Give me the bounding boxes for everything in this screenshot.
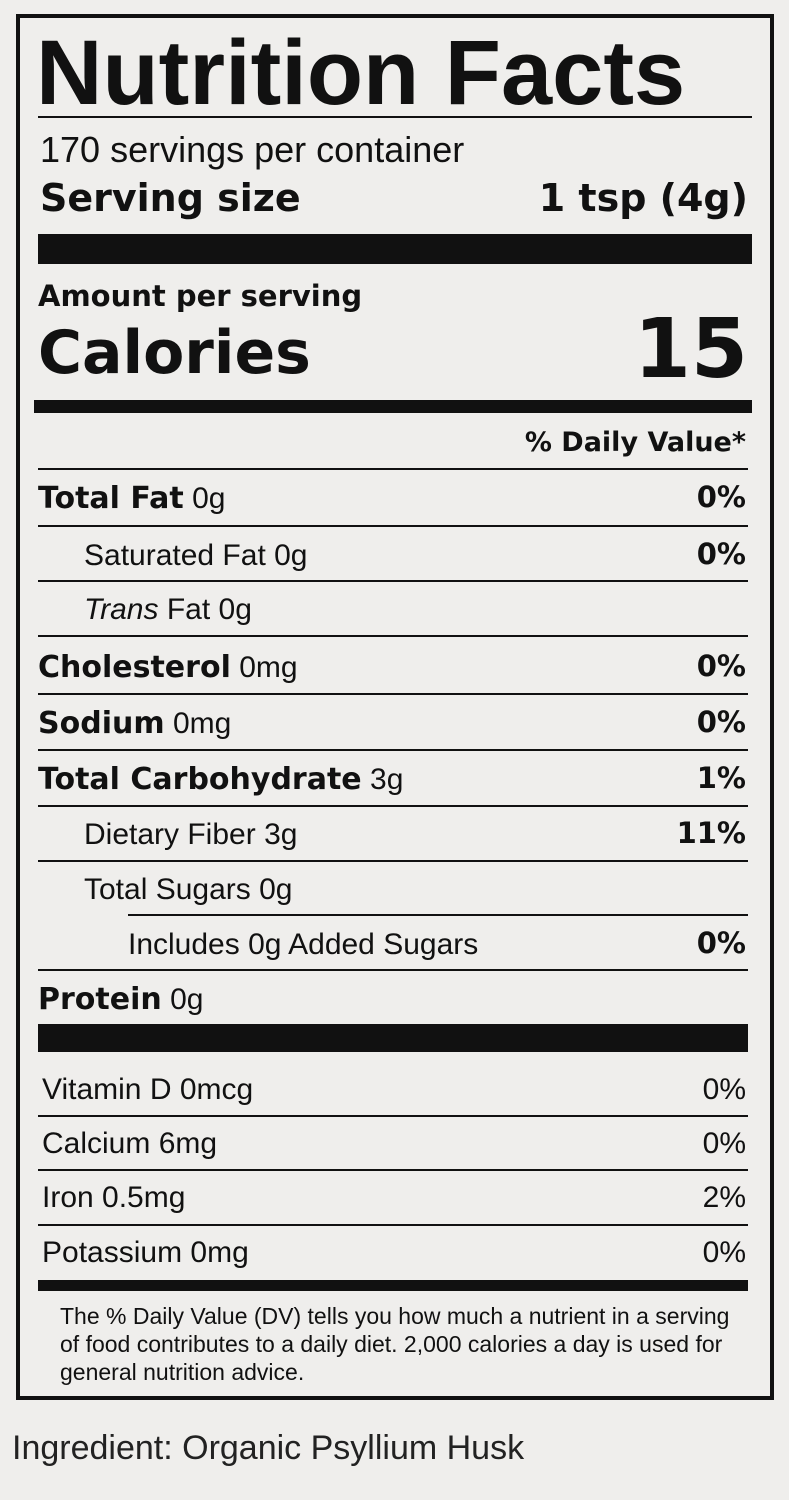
nutrient-row: Sodium 0mg 0% — [38, 705, 746, 741]
calories-label: Calories — [38, 318, 311, 388]
divider — [38, 116, 752, 118]
vitamin-row: Calcium 6mg 0% — [42, 1126, 746, 1160]
nutrient-row: Saturated Fat 0g 0% — [84, 537, 746, 572]
nutrient-row: Protein 0g — [38, 981, 204, 1017]
ingredient-text: Ingredient: Organic Psyllium Husk — [12, 1429, 525, 1467]
amount-per-serving: Amount per serving — [38, 279, 363, 313]
medium-bar — [34, 400, 752, 413]
nutrient-row: Total Carbohydrate 3g 1% — [38, 761, 746, 797]
nutrient-row: Trans Fat 0g — [84, 592, 252, 626]
serving-size-label: Serving size — [40, 176, 301, 220]
thick-bar — [38, 234, 752, 264]
nutrient-row: Dietary Fiber 3g 11% — [84, 816, 746, 851]
daily-value-header: % Daily Value* — [524, 427, 746, 458]
serving-size-value: 1 tsp (4g) — [538, 176, 748, 220]
nutrient-row: Total Fat 0g 0% — [38, 480, 746, 516]
vitamin-row: Vitamin D 0mcg 0% — [42, 1072, 746, 1106]
medium-bar — [38, 1280, 748, 1291]
servings-per-container: 170 servings per container — [40, 129, 465, 170]
title: Nutrition Facts — [36, 22, 686, 124]
nutrient-row: Includes 0g Added Sugars 0% — [128, 926, 746, 961]
nutrient-row: Cholesterol 0mg 0% — [38, 649, 746, 685]
vitamin-row: Potassium 0mg 0% — [42, 1235, 746, 1269]
vitamin-row: Iron 0.5mg 2% — [42, 1180, 746, 1214]
nutrition-facts-panel: Nutrition Facts 170 servings per contain… — [16, 14, 774, 1400]
nutrient-row: Total Sugars 0g — [84, 872, 293, 906]
calories-value: 15 — [633, 302, 748, 397]
footnote: The % Daily Value (DV) tells you how muc… — [60, 1303, 730, 1385]
thick-bar — [38, 1024, 748, 1052]
